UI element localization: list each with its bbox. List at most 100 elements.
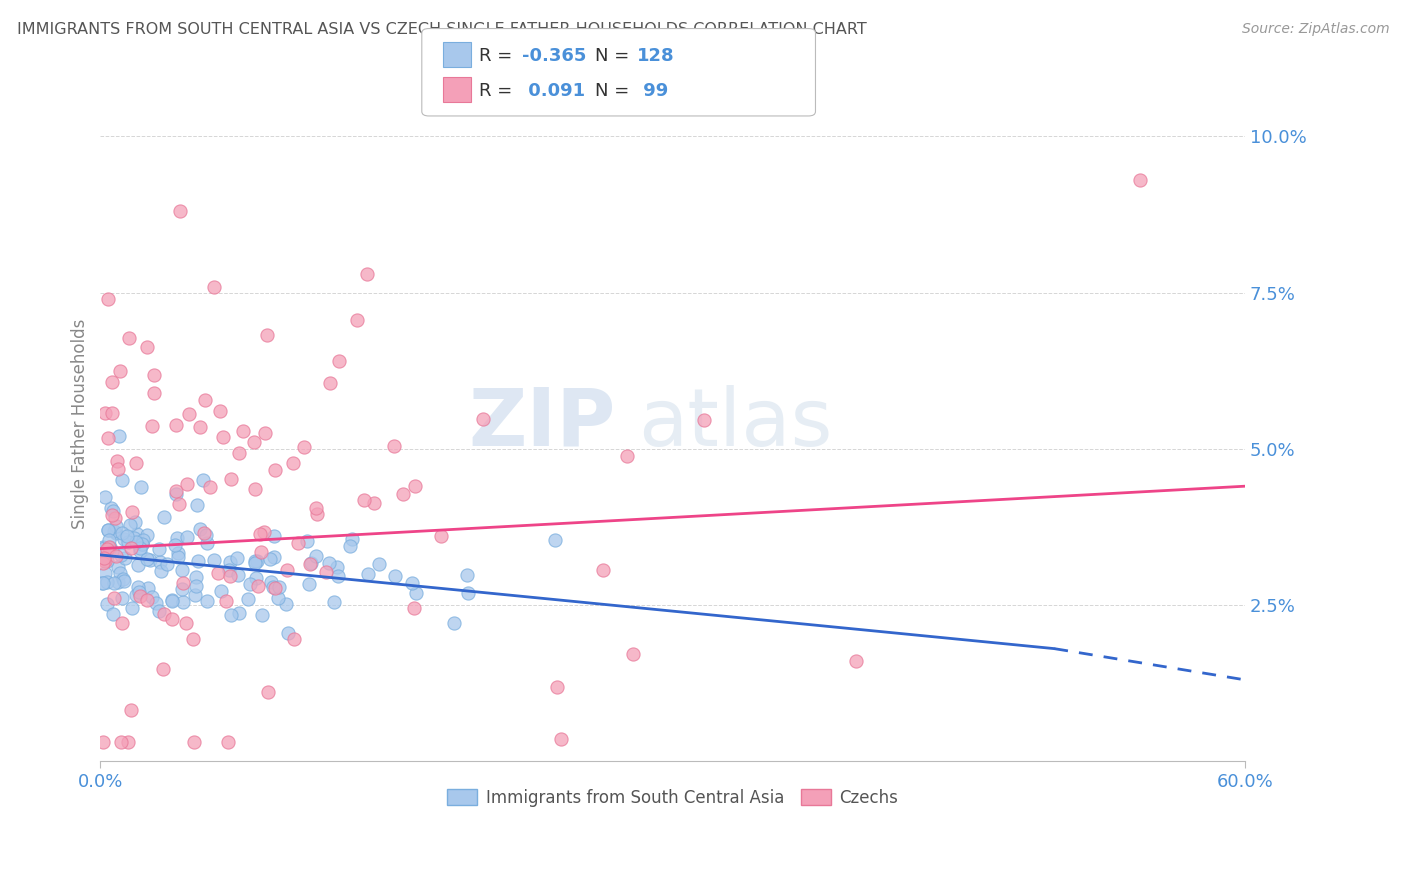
Point <box>247 579 270 593</box>
Point <box>191 473 214 487</box>
Point <box>262 580 284 594</box>
Point <box>117 735 139 749</box>
Point <box>163 538 186 552</box>
Point <box>202 553 225 567</box>
Point <box>363 496 385 510</box>
Point <box>194 392 217 407</box>
Point <box>148 604 170 618</box>
Point <box>274 597 297 611</box>
Point <box>328 354 350 368</box>
Point <box>145 596 167 610</box>
Point <box>165 418 187 433</box>
Point <box>152 607 174 622</box>
Text: N =: N = <box>595 46 628 65</box>
Text: 128: 128 <box>637 46 675 65</box>
Point <box>239 576 262 591</box>
Point <box>228 446 250 460</box>
Text: atlas: atlas <box>638 384 832 463</box>
Text: N =: N = <box>595 82 628 100</box>
Point <box>198 480 221 494</box>
Y-axis label: Single Father Households: Single Father Households <box>72 318 89 529</box>
Point <box>177 407 200 421</box>
Point <box>138 552 160 566</box>
Point <box>160 593 183 607</box>
Point <box>326 568 349 582</box>
Point <box>149 555 172 569</box>
Point <box>256 328 278 343</box>
Point <box>253 425 276 440</box>
Point <box>228 606 250 620</box>
Point <box>217 735 239 749</box>
Point <box>170 563 193 577</box>
Point <box>112 574 135 588</box>
Point <box>127 580 149 594</box>
Point <box>243 554 266 568</box>
Point <box>283 456 305 470</box>
Point <box>96 553 118 567</box>
Point <box>125 456 148 470</box>
Point <box>117 529 139 543</box>
Point <box>246 554 269 568</box>
Point <box>323 595 346 609</box>
Text: -0.365: -0.365 <box>522 46 586 65</box>
Point <box>96 541 118 556</box>
Point <box>131 537 153 551</box>
Point <box>128 585 150 599</box>
Point <box>136 581 159 595</box>
Point <box>172 582 194 596</box>
Point <box>174 615 197 630</box>
Point <box>457 586 479 600</box>
Point <box>112 532 135 546</box>
Point <box>430 529 453 543</box>
Point <box>276 563 298 577</box>
Point <box>93 541 115 556</box>
Point <box>283 632 305 647</box>
Point <box>1129 173 1152 187</box>
Point <box>249 526 271 541</box>
Text: R =: R = <box>479 46 513 65</box>
Point <box>592 563 614 577</box>
Point <box>402 601 425 615</box>
Point <box>315 565 337 579</box>
Text: ZIP: ZIP <box>468 384 616 463</box>
Point <box>391 487 413 501</box>
Point <box>356 267 378 281</box>
Point <box>443 615 465 630</box>
Point <box>298 576 321 591</box>
Point <box>346 312 368 326</box>
Point <box>103 591 125 606</box>
Point <box>187 554 209 568</box>
Point <box>304 549 326 563</box>
Point <box>94 566 117 580</box>
Point <box>97 523 120 537</box>
Point <box>319 376 342 391</box>
Point <box>325 560 347 574</box>
Point <box>299 556 322 570</box>
Point <box>107 429 129 443</box>
Point <box>195 594 218 608</box>
Point <box>165 487 187 501</box>
Point <box>188 420 211 434</box>
Point <box>128 543 150 558</box>
Point <box>181 632 204 646</box>
Point <box>368 558 391 572</box>
Point <box>263 550 285 565</box>
Point <box>259 551 281 566</box>
Point <box>167 550 190 565</box>
Point <box>97 292 120 306</box>
Point <box>263 581 285 595</box>
Point <box>401 576 423 591</box>
Point <box>269 580 291 594</box>
Point <box>96 575 118 590</box>
Point <box>169 204 191 219</box>
Point <box>307 507 329 521</box>
Point <box>100 500 122 515</box>
Point <box>172 595 194 609</box>
Point <box>188 522 211 536</box>
Point <box>339 539 361 553</box>
Point <box>160 594 183 608</box>
Point <box>91 575 114 590</box>
Point <box>250 607 273 622</box>
Point <box>212 430 235 444</box>
Point <box>135 592 157 607</box>
